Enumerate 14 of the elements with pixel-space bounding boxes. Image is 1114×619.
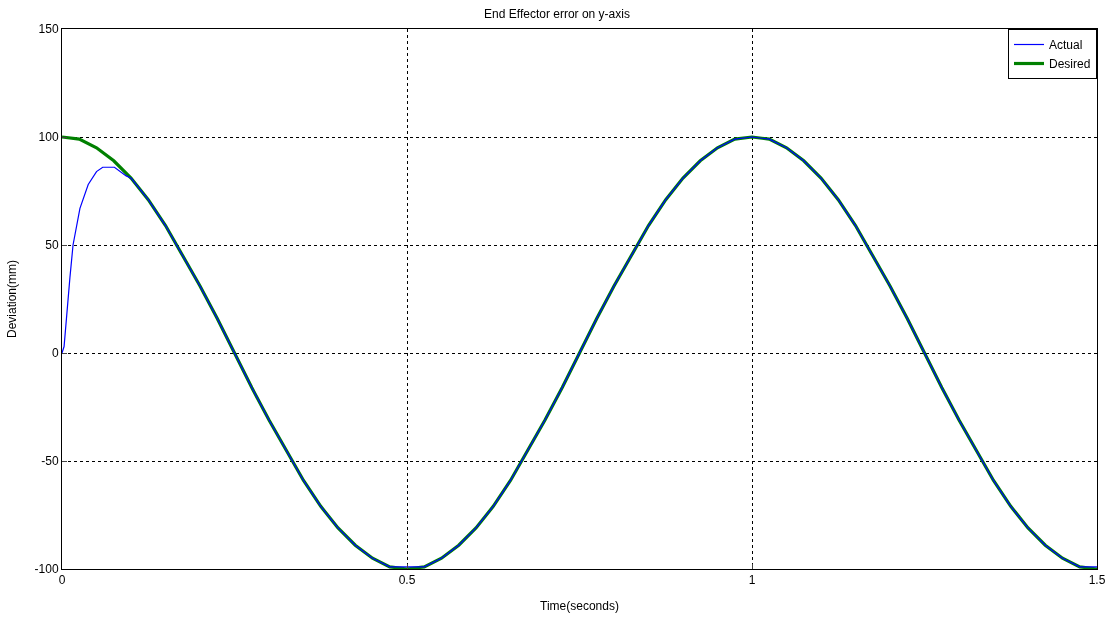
y-tick-label: -50 [41, 454, 59, 469]
legend-label: Desired [1049, 57, 1091, 72]
x-tick-label: 1 [748, 573, 756, 588]
y-tick-label: -100 [34, 562, 59, 577]
legend-label: Actual [1049, 38, 1083, 53]
y-axis-title: Deviation(mm) [4, 259, 19, 339]
x-tick-label: 0.5 [398, 573, 416, 588]
x-axis-title: Time(seconds) [540, 599, 619, 614]
y-tick-label: 100 [38, 130, 59, 145]
chart-title: End Effector error on y-axis [484, 6, 630, 21]
x-tick-label: 1.5 [1088, 573, 1106, 588]
y-tick-label: 50 [45, 238, 59, 253]
y-tick-label: 150 [38, 22, 59, 37]
y-tick-label: 0 [51, 346, 59, 361]
